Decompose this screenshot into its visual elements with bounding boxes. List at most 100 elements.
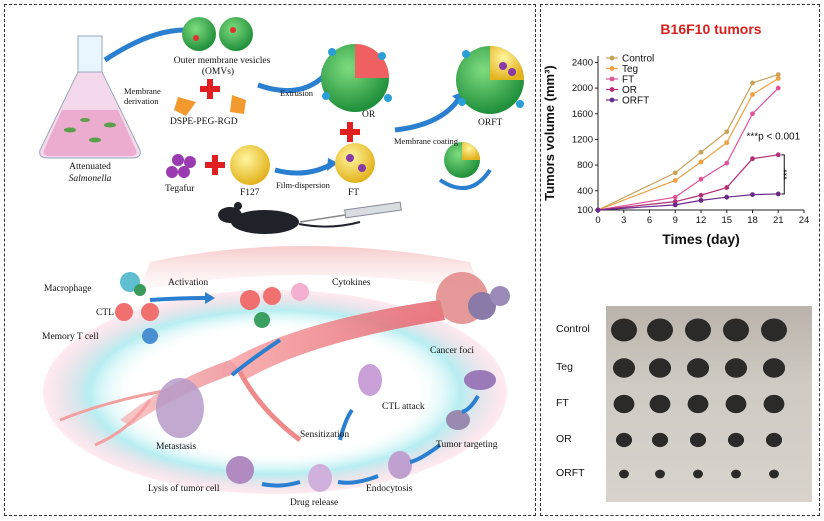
- significance-bracket: [781, 154, 785, 195]
- data-point-orft: [595, 207, 601, 213]
- data-point-orft: [698, 197, 704, 203]
- data-point-or: [750, 156, 755, 162]
- series-line-teg: [597, 77, 779, 211]
- series-line-ft: [597, 87, 779, 211]
- y-tick-label: 800: [577, 160, 593, 171]
- legend-marker: [609, 55, 615, 61]
- tegafur-icon: [166, 154, 196, 178]
- data-point-orft: [750, 192, 755, 198]
- label-extrusion: Extrusion: [280, 88, 314, 98]
- label-cytokines: Cytokines: [332, 278, 371, 288]
- data-point-ft: [698, 176, 704, 182]
- data-point-orft: [775, 191, 781, 197]
- data-point-control: [750, 80, 755, 86]
- x-tick-label: 3: [621, 215, 626, 226]
- label-f127: F127: [240, 188, 260, 198]
- x-tick-label: 6: [647, 215, 652, 226]
- x-axis-label: Times (day): [662, 231, 740, 247]
- blood-vessel: [230, 300, 445, 380]
- label-omv-2: (OMVs): [201, 67, 235, 77]
- x-tick-label: 18: [747, 215, 758, 226]
- data-point-or: [724, 185, 730, 190]
- body-halo: [43, 290, 507, 494]
- schematic-artwork: [39, 17, 524, 494]
- label-membrane-coating: Membrane coating: [394, 136, 458, 146]
- x-tick-label: 0: [595, 215, 600, 226]
- data-point-or: [775, 152, 781, 158]
- x-tick-label: 15: [721, 215, 732, 226]
- label-cancer-foci: Cancer foci: [430, 346, 475, 356]
- legend-label: FT: [622, 75, 634, 86]
- label-lysis: Lysis of tumor cell: [148, 484, 220, 494]
- legend-label: Control: [622, 54, 654, 65]
- y-axis-label: Tumors volume (mm³): [542, 65, 557, 201]
- data-point-teg: [724, 140, 730, 146]
- f127-icon: [230, 145, 270, 185]
- label-dspe: DSPE-PEG-RGD: [170, 117, 238, 127]
- photo-row-label: ORFT: [556, 467, 585, 479]
- label-film-dispersion: Film-dispersion: [276, 180, 330, 190]
- y-tick-label: 100: [577, 205, 593, 216]
- data-point-teg: [775, 76, 781, 81]
- photo-row-label: Teg: [556, 361, 573, 373]
- label-or: OR: [362, 110, 376, 120]
- label-sensitization: Sensitization: [300, 430, 350, 440]
- data-point-orft: [672, 202, 678, 208]
- label-drug-release: Drug release: [290, 498, 339, 508]
- flask-icon: [39, 35, 141, 159]
- y-tick-label: 1600: [572, 109, 593, 120]
- label-ctl-attack: CTL attack: [382, 402, 425, 412]
- tumor-photo: [606, 306, 812, 502]
- legend-label: OR: [622, 85, 637, 96]
- chart-title: B16F10 tumors: [660, 21, 761, 37]
- series-line-or: [597, 154, 779, 211]
- legend-marker: [609, 76, 615, 82]
- bracket-label: ***: [782, 169, 792, 180]
- orft-particle-icon: [456, 46, 524, 114]
- data-point-ft: [750, 111, 755, 117]
- x-tick-label: 21: [773, 215, 784, 226]
- label-metastasis: Metastasis: [156, 442, 197, 452]
- or-particle-icon: [321, 44, 392, 112]
- label-tegafur: Tegafur: [165, 184, 195, 194]
- photo-row-label: OR: [556, 433, 572, 445]
- significance-annotation: ***p < 0.001: [746, 131, 800, 142]
- label-orft: ORFT: [478, 118, 503, 128]
- label-activation: Activation: [168, 278, 209, 288]
- x-tick-label: 24: [799, 215, 810, 226]
- legend-marker: [609, 87, 615, 92]
- photo-row-label: FT: [556, 397, 569, 409]
- data-point-control: [775, 72, 781, 78]
- x-tick-label: 9: [673, 215, 678, 226]
- label-endocytosis: Endocytosis: [366, 484, 413, 494]
- legend-label: Teg: [622, 64, 638, 75]
- data-point-control: [698, 149, 704, 155]
- label-salmonella: Salmonella: [68, 174, 112, 184]
- data-point-ft: [724, 160, 730, 166]
- data-point-ft: [775, 85, 781, 91]
- data-point-teg: [672, 178, 678, 183]
- data-point-teg: [698, 159, 704, 165]
- legend-label: ORFT: [622, 96, 649, 107]
- label-omv-1: Outer membrane vesicles: [173, 56, 271, 66]
- label-membrane-derivation: Membrane derivation: [124, 86, 161, 106]
- legend-marker: [609, 97, 615, 103]
- legend-marker: [609, 66, 615, 71]
- y-tick-label: 1200: [572, 134, 593, 145]
- y-tick-label: 2000: [572, 83, 593, 94]
- data-point-ft: [672, 194, 678, 200]
- series-line-orft: [597, 193, 779, 211]
- data-point-teg: [750, 92, 755, 97]
- y-tick-label: 2400: [572, 57, 593, 68]
- syringe-icon: [299, 201, 402, 223]
- metastasis-cluster: [156, 378, 204, 438]
- x-tick-label: 12: [696, 215, 707, 226]
- omv-vesicle-icon: [182, 17, 216, 51]
- label-macrophage: Macrophage: [44, 284, 92, 294]
- y-tick-label: 400: [577, 186, 593, 197]
- right-panel-frame: [540, 4, 820, 516]
- data-point-control: [724, 129, 730, 135]
- data-point-control: [672, 170, 678, 176]
- data-point-orft: [724, 194, 730, 200]
- tumor-growth-chart: B16F10 tumors 0 3 6 9 12 15 18 21 24 100 400 800 1200…: [542, 21, 810, 247]
